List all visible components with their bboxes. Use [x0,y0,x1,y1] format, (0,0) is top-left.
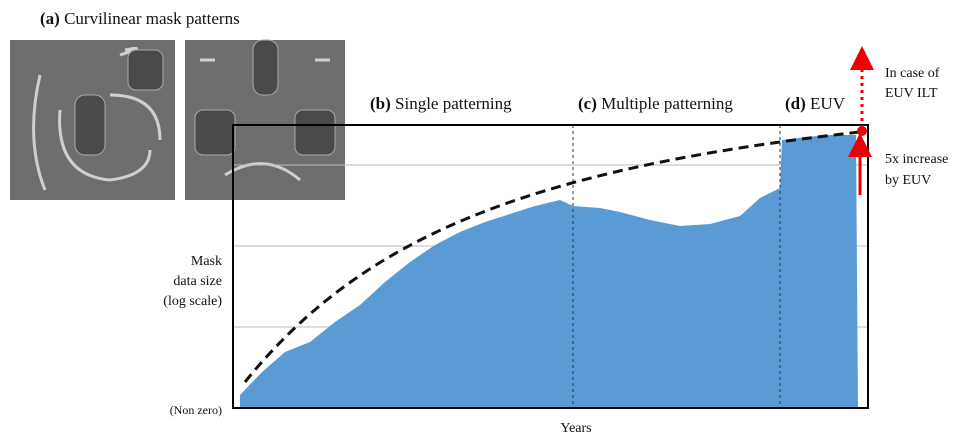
panel-title: (a) Curvilinear mask patterns [40,9,240,28]
phase-text: Single patterning [395,94,512,113]
phase-text: EUV [810,94,846,113]
panel-text: Curvilinear mask patterns [64,9,240,28]
y-axis-bottom-label: (Non zero) [170,403,222,417]
y-axis-label: Mask [191,254,222,269]
trend-curve [243,130,861,383]
phase-label: (b) [370,94,391,113]
x-axis-label: Years [560,421,591,436]
y-axis-label: data size [173,274,222,289]
data-cloud [240,135,858,408]
annotation: by EUV [885,173,931,188]
annotation: EUV ILT [885,86,938,101]
panel-label: (a) [40,9,60,28]
y-axis-label: (log scale) [163,294,222,309]
plot-frame [232,124,869,409]
annotation: In case of [885,66,940,81]
annotation: 5x increase [885,152,948,167]
ilt-point [857,126,867,136]
phase-label: (c) [578,94,597,113]
phase-text: Multiple patterning [601,94,733,113]
sem-image [10,40,175,200]
sem-image [185,39,345,200]
phase-title: (b) Single patterning [370,94,512,113]
phase-divider [572,125,781,408]
phase-title: (d) EUV [785,94,846,113]
phase-label: (d) [785,94,806,113]
phase-title: (c) Multiple patterning [578,94,733,113]
